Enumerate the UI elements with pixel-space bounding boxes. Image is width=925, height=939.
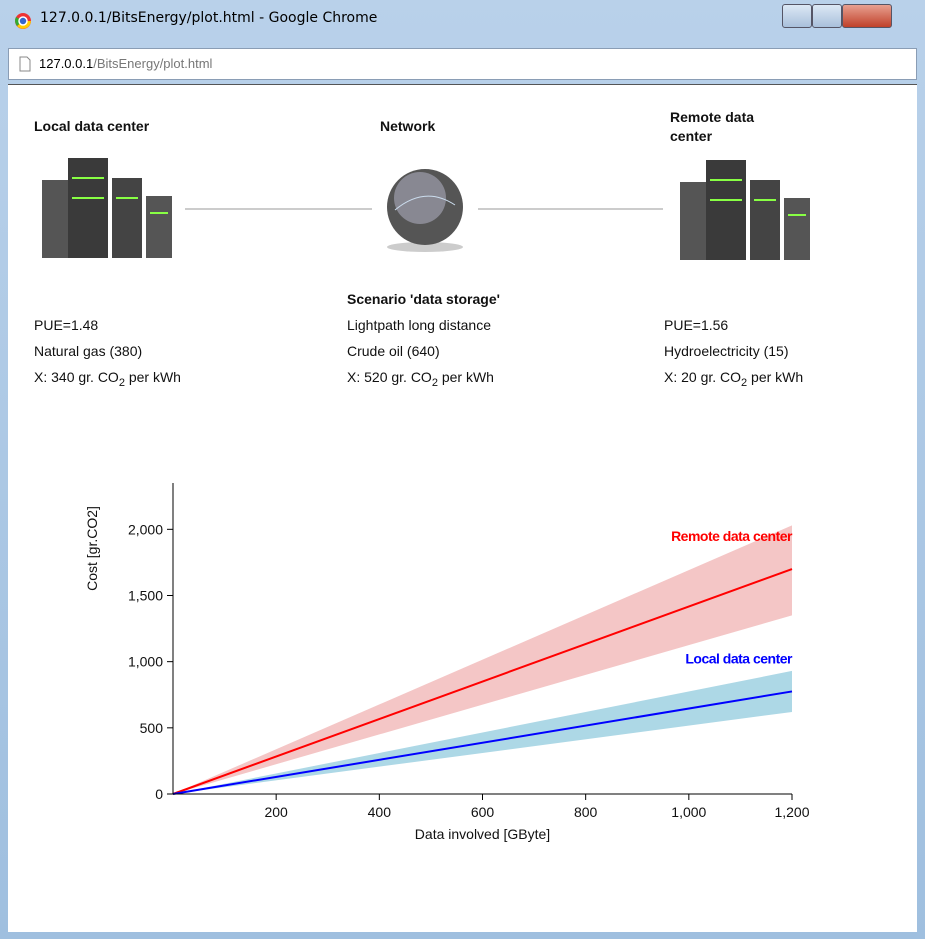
node-detail: Lightpath long distance (347, 317, 491, 333)
series-label: Local data center (685, 650, 793, 666)
node-emission: X: 340 gr. CO2 per kWh (34, 369, 181, 389)
y-tick-label: 2,000 (128, 521, 163, 537)
scenario-label: Scenario 'data storage' (347, 291, 500, 307)
emission-suffix: per kWh (125, 369, 181, 385)
browser-window: 127.0.0.1/BitsEnergy/plot.html - Google … (0, 0, 925, 939)
x-tick-label: 200 (264, 804, 288, 820)
x-tick-label: 1,000 (671, 804, 706, 820)
x-tick-label: 400 (368, 804, 392, 820)
node-detail: Crude oil (640) (347, 343, 440, 359)
node-detail: PUE=1.48 (34, 317, 98, 333)
emission-prefix: X: 20 gr. CO (664, 369, 741, 385)
node-label: Remote data center (670, 108, 790, 146)
emission-prefix: X: 520 gr. CO (347, 369, 432, 385)
node-label: Local data center (34, 117, 234, 136)
y-tick-label: 500 (140, 720, 164, 736)
emission-suffix: per kWh (438, 369, 494, 385)
node-emission: X: 520 gr. CO2 per kWh (347, 369, 494, 389)
emission-suffix: per kWh (747, 369, 803, 385)
node-detail: Hydroelectricity (15) (664, 343, 788, 359)
remote-server-icon (680, 160, 810, 260)
node-detail: PUE=1.56 (664, 317, 728, 333)
series-label: Remote data center (671, 528, 793, 544)
series-line (173, 691, 792, 794)
node-label: Network (380, 117, 580, 136)
y-tick-label: 1,000 (128, 654, 163, 670)
x-tick-label: 600 (471, 804, 495, 820)
y-tick-label: 1,500 (128, 587, 163, 603)
y-tick-label: 0 (155, 786, 163, 802)
network-globe-icon (387, 169, 463, 252)
node-detail: Natural gas (380) (34, 343, 142, 359)
local-server-icon (42, 158, 172, 258)
y-axis-label: Cost [gr.CO2] (84, 506, 100, 591)
x-tick-label: 1,200 (774, 804, 809, 820)
x-tick-label: 800 (574, 804, 598, 820)
x-axis-label: Data involved [GByte] (415, 826, 550, 842)
node-emission: X: 20 gr. CO2 per kWh (664, 369, 803, 389)
series-line (173, 569, 792, 794)
emission-prefix: X: 340 gr. CO (34, 369, 119, 385)
